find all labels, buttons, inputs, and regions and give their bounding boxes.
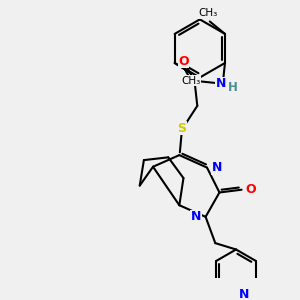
Text: N: N <box>239 288 249 300</box>
Text: CH₃: CH₃ <box>182 76 201 86</box>
Text: H: H <box>228 80 238 94</box>
Text: N: N <box>216 77 226 90</box>
Text: S: S <box>178 122 187 134</box>
Text: O: O <box>245 183 256 196</box>
Text: N: N <box>191 210 201 223</box>
Text: O: O <box>178 55 189 68</box>
Text: N: N <box>212 161 222 174</box>
Text: CH₃: CH₃ <box>199 8 218 18</box>
